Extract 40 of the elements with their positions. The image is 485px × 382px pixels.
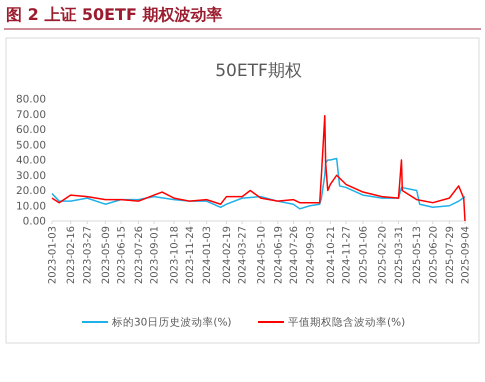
x-tick-label: 2024-05-10 <box>256 226 268 284</box>
x-tick-label: 2025-02-20 <box>377 226 388 284</box>
chart-subtitle: 50ETF期权 <box>215 61 302 81</box>
x-tick-label: 2024-07-26 <box>288 226 300 284</box>
y-tick-label: 0.00 <box>22 216 46 228</box>
y-tick-label: 50.00 <box>16 139 46 152</box>
x-tick-label: 2023-09-01 <box>150 226 161 284</box>
x-tick-label: 2023-03-27 <box>82 226 94 284</box>
line-series <box>51 115 466 222</box>
line-series <box>51 158 466 210</box>
x-tick-label: 2024-03-27 <box>238 226 249 284</box>
x-tick-label: 2025-09-04 <box>460 226 472 284</box>
y-tick-label: 70.00 <box>16 108 46 121</box>
x-tick-label: 2024-06-19 <box>273 226 284 284</box>
y-tick-label: 20.00 <box>16 185 46 198</box>
legend-label: 标的30日历史波动率(%) <box>111 316 232 329</box>
x-tick-label: 2024-02-19 <box>222 226 234 284</box>
x-tick-label: 2023-11-24 <box>185 226 196 284</box>
x-tick-label: 2023-01-03 <box>48 226 58 284</box>
x-tick-label: 2025-03-31 <box>394 226 405 284</box>
x-tick-label: 2024-11-27 <box>341 226 352 284</box>
y-tick-label: 60.00 <box>16 124 46 136</box>
x-tick-label: 2025-01-06 <box>358 226 370 284</box>
y-tick-label: 10.00 <box>16 200 46 212</box>
x-tick-label: 2024-01-03 <box>202 226 214 284</box>
chart-title: 图 2 上证 50ETF 期权波动率 <box>6 5 222 24</box>
x-tick-label: 2024-10-21 <box>326 226 337 284</box>
x-tick-label: 2023-02-16 <box>66 226 78 284</box>
x-tick-label: 2024-09-03 <box>305 226 316 284</box>
y-tick-label: 30.00 <box>16 170 46 182</box>
x-tick-label: 2025-07-29 <box>444 226 456 284</box>
x-tick-label: 2023-10-18 <box>169 226 180 284</box>
y-tick-label: 40.00 <box>16 154 46 167</box>
x-tick-label: 2023-06-15 <box>116 226 128 284</box>
x-tick-label: 2025-06-20 <box>428 226 440 284</box>
x-tick-label: 2023-07-26 <box>134 226 145 284</box>
x-tick-label: 2023-05-09 <box>100 226 112 284</box>
legend-label: 平值期权隐含波动率(%) <box>288 316 406 329</box>
y-tick-label: 80.00 <box>16 94 46 106</box>
x-tick-label: 2025-05-13 <box>412 226 424 284</box>
